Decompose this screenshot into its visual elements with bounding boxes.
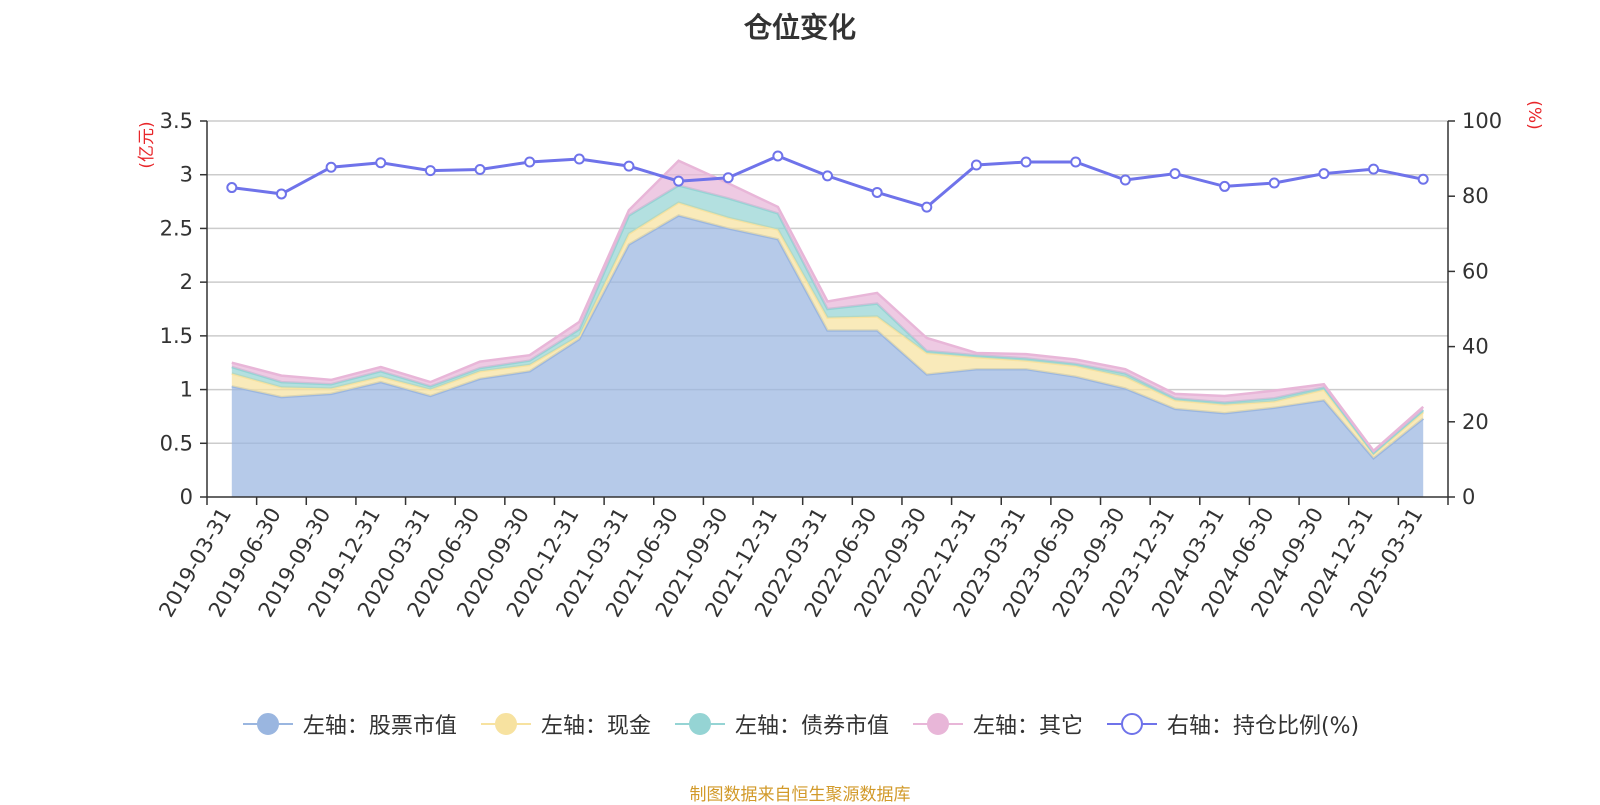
- legend-item-2[interactable]: 左轴：债券市值: [673, 708, 889, 740]
- legend-item-3[interactable]: 左轴：其它: [911, 708, 1083, 740]
- holding-ratio-point[interactable]: [871, 186, 883, 198]
- holding-ratio-point[interactable]: [573, 153, 585, 165]
- holding-ratio-point[interactable]: [673, 175, 685, 187]
- right-axis-tick-label: 80: [1462, 184, 1489, 208]
- holding-ratio-point[interactable]: [424, 165, 436, 177]
- left-axis-tick-label: 2.5: [160, 216, 193, 240]
- holding-ratio-point[interactable]: [970, 159, 982, 171]
- legend-swatch-icon: [480, 713, 531, 735]
- legend-item-0[interactable]: 左轴：股票市值: [241, 708, 457, 740]
- legend-swatch-icon: [1106, 713, 1157, 735]
- legend-swatch-icon: [912, 713, 963, 735]
- holding-ratio-point[interactable]: [1417, 173, 1429, 185]
- legend-item-4[interactable]: 右轴：持仓比例(%): [1105, 708, 1359, 740]
- legend-label: 左轴：现金: [540, 714, 651, 739]
- holding-ratio-point[interactable]: [623, 160, 635, 172]
- holding-ratio-point[interactable]: [474, 164, 486, 176]
- legend-swatch-icon: [674, 713, 725, 735]
- stacked-areas: [231, 159, 1425, 497]
- holding-ratio-point[interactable]: [1219, 180, 1231, 192]
- right-axis-unit-label: (%): [1524, 100, 1544, 129]
- holding-ratio-point[interactable]: [722, 172, 734, 184]
- left-axis-tick-label: 0.5: [160, 431, 193, 455]
- chart-legend: 左轴：股票市值 左轴：现金 左轴：债券市值 左轴：其它 右轴：持仓比例(%): [0, 708, 1600, 740]
- legend-swatch-icon: [242, 713, 293, 735]
- holding-ratio-point[interactable]: [1020, 156, 1032, 168]
- left-axis-tick-label: 3: [180, 163, 193, 187]
- holding-ratio-point[interactable]: [226, 182, 238, 194]
- area-series-0: [231, 215, 1424, 497]
- right-axis-tick-label: 60: [1462, 259, 1489, 283]
- left-axis-tick-label: 2: [180, 270, 193, 294]
- holding-ratio-point[interactable]: [1368, 163, 1380, 175]
- holding-ratio-point[interactable]: [524, 156, 536, 168]
- holding-ratio-point[interactable]: [1169, 168, 1181, 180]
- left-axis-tick-label: 3.5: [160, 109, 193, 133]
- holding-ratio-point[interactable]: [772, 150, 784, 162]
- legend-label: 左轴：债券市值: [734, 714, 889, 739]
- holding-ratio-point[interactable]: [1318, 168, 1330, 180]
- legend-label: 左轴：股票市值: [302, 714, 457, 739]
- legend-item-1[interactable]: 左轴：现金: [479, 708, 651, 740]
- ratio-line: [226, 150, 1429, 213]
- right-axis-tick-label: 100: [1462, 109, 1502, 133]
- legend-label: 右轴：持仓比例(%): [1166, 714, 1360, 739]
- holding-ratio-point[interactable]: [1070, 156, 1082, 168]
- holding-ratio-point[interactable]: [1268, 177, 1280, 189]
- area-series-1: [231, 202, 1424, 459]
- data-source-note: 制图数据来自恒生聚源数据库: [689, 785, 911, 805]
- right-axis-tick-label: 20: [1462, 410, 1489, 434]
- left-axis-tick-label: 0: [180, 485, 193, 509]
- legend-label: 左轴：其它: [972, 714, 1083, 739]
- left-axis-unit-label: (亿元): [137, 121, 157, 168]
- right-axis-tick-label: 0: [1462, 485, 1475, 509]
- chart-title: 仓位变化: [743, 11, 856, 44]
- holding-ratio-point[interactable]: [1119, 174, 1131, 186]
- holding-ratio-point[interactable]: [822, 170, 833, 182]
- holding-ratio-point[interactable]: [275, 188, 287, 200]
- area-series-edge-3: [231, 159, 1425, 453]
- holding-ratio-point[interactable]: [921, 201, 933, 213]
- holding-ratio-point[interactable]: [375, 157, 387, 169]
- holding-ratio-line: [231, 154, 1424, 209]
- left-axis-tick-label: 1: [180, 378, 193, 402]
- left-axis-tick-label: 1.5: [160, 324, 193, 348]
- holding-ratio-point[interactable]: [325, 161, 337, 173]
- right-axis-tick-label: 40: [1462, 335, 1489, 359]
- area-series-3: [231, 160, 1424, 453]
- position-change-chart: 00.511.522.533.50204060801002019-03-3120…: [137, 100, 1544, 621]
